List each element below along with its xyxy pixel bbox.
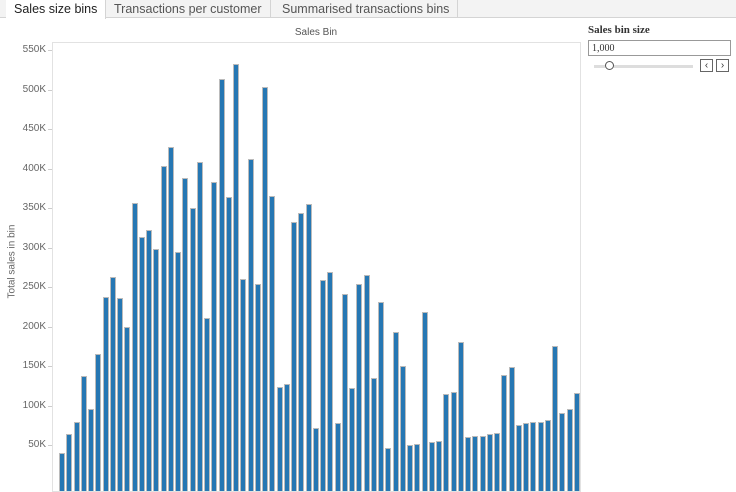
bar[interactable]	[110, 277, 116, 492]
bar[interactable]	[269, 196, 275, 492]
bar[interactable]	[88, 409, 94, 492]
bar[interactable]	[313, 428, 319, 492]
bar[interactable]	[74, 422, 80, 492]
y-tick-label: 50K	[0, 439, 46, 450]
bar[interactable]	[458, 342, 464, 492]
bar[interactable]	[327, 272, 333, 492]
bar[interactable]	[422, 312, 428, 492]
bar[interactable]	[306, 204, 312, 492]
bar[interactable]	[501, 375, 507, 492]
bar[interactable]	[538, 422, 544, 492]
bar[interactable]	[393, 332, 399, 492]
bar[interactable]	[487, 434, 493, 492]
bar[interactable]	[59, 453, 65, 492]
bar[interactable]	[298, 213, 304, 492]
bar[interactable]	[81, 376, 87, 492]
bar[interactable]	[204, 318, 210, 492]
y-tick-label: 200K	[0, 321, 46, 332]
bar[interactable]	[552, 346, 558, 492]
bar[interactable]	[197, 162, 203, 492]
bar[interactable]	[509, 367, 515, 492]
bar[interactable]	[407, 445, 413, 492]
tab-summarised-transactions-bins[interactable]: Summarised transactions bins	[274, 0, 458, 18]
bar[interactable]	[219, 79, 225, 492]
y-tick-label: 100K	[0, 400, 46, 411]
bin-size-input[interactable]	[588, 40, 731, 56]
y-tick-label: 450K	[0, 123, 46, 134]
bar[interactable]	[364, 275, 370, 492]
slider-thumb[interactable]	[605, 61, 614, 70]
bar[interactable]	[66, 434, 72, 492]
bar[interactable]	[574, 393, 580, 492]
bar[interactable]	[530, 422, 536, 492]
tab-bar: Sales size bins Transactions per custome…	[0, 0, 736, 18]
y-tick-label: 350K	[0, 202, 46, 213]
bar[interactable]	[567, 409, 573, 492]
bar[interactable]	[443, 394, 449, 492]
chevron-right-icon[interactable]: ›	[716, 59, 729, 72]
bar[interactable]	[342, 294, 348, 492]
bar[interactable]	[233, 64, 239, 492]
bar[interactable]	[349, 388, 355, 492]
bar[interactable]	[284, 384, 290, 492]
bar[interactable]	[146, 230, 152, 492]
chevron-left-icon[interactable]: ‹	[700, 59, 713, 72]
bar[interactable]	[277, 387, 283, 492]
bar[interactable]	[124, 327, 130, 492]
y-tick-label: 550K	[0, 44, 46, 55]
bar[interactable]	[400, 366, 406, 492]
bar[interactable]	[291, 222, 297, 492]
bar[interactable]	[414, 444, 420, 492]
bar[interactable]	[378, 302, 384, 492]
bar[interactable]	[182, 178, 188, 492]
bar[interactable]	[132, 203, 138, 492]
bar[interactable]	[494, 433, 500, 492]
bar[interactable]	[175, 252, 181, 492]
bar-chart-plot[interactable]	[52, 42, 581, 492]
bar[interactable]	[480, 436, 486, 492]
y-tick-label: 250K	[0, 281, 46, 292]
y-tick-label: 150K	[0, 360, 46, 371]
bar[interactable]	[211, 182, 217, 492]
bar[interactable]	[356, 284, 362, 492]
bar[interactable]	[95, 354, 101, 492]
bar[interactable]	[465, 437, 471, 492]
bar[interactable]	[371, 378, 377, 492]
bar[interactable]	[385, 448, 391, 492]
parameter-title: Sales bin size	[588, 24, 650, 36]
bar[interactable]	[436, 441, 442, 492]
y-tick-label: 300K	[0, 242, 46, 253]
bar[interactable]	[429, 442, 435, 492]
y-tick-label: 400K	[0, 163, 46, 174]
bar[interactable]	[472, 436, 478, 492]
bar[interactable]	[451, 392, 457, 492]
bar[interactable]	[255, 284, 261, 492]
bar[interactable]	[161, 166, 167, 492]
bar[interactable]	[545, 420, 551, 492]
tab-sales-size-bins[interactable]: Sales size bins	[6, 0, 106, 19]
bar[interactable]	[226, 197, 232, 492]
bar[interactable]	[103, 297, 109, 492]
bar[interactable]	[320, 280, 326, 492]
bar[interactable]	[262, 87, 268, 492]
bar[interactable]	[523, 423, 529, 492]
bar[interactable]	[335, 423, 341, 492]
y-tick-label: 500K	[0, 84, 46, 95]
bar[interactable]	[240, 279, 246, 492]
bar[interactable]	[117, 298, 123, 492]
bar[interactable]	[516, 425, 522, 492]
bar[interactable]	[153, 249, 159, 492]
bar[interactable]	[248, 159, 254, 492]
bar[interactable]	[168, 147, 174, 492]
bar[interactable]	[559, 413, 565, 492]
bar[interactable]	[190, 208, 196, 492]
tab-transactions-per-customer[interactable]: Transactions per customer	[106, 0, 271, 18]
chart-title: Sales Bin	[52, 27, 580, 38]
sales-bin-size-parameter: Sales bin size ‹ ›	[588, 24, 650, 36]
